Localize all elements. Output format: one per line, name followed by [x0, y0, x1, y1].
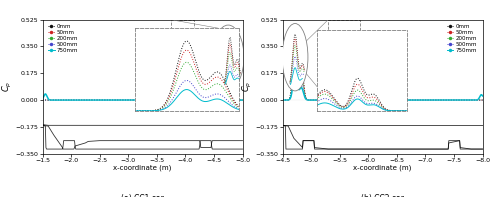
0mm: [40, 99, 46, 101]
50mm: [197, 99, 203, 101]
50mm: [40, 99, 46, 101]
50mm: [240, 99, 246, 101]
Legend: 0mm, 50mm, 200mm, 500mm, 750mm: 0mm, 50mm, 200mm, 500mm, 750mm: [48, 24, 79, 53]
50mm: [180, 37, 186, 40]
Line: 500mm: 500mm: [42, 69, 242, 100]
750mm: [40, 98, 46, 100]
0mm: [234, 99, 239, 101]
Line: 200mm: 200mm: [42, 51, 242, 100]
Legend: 0mm, 50mm, 200mm, 500mm, 750mm: 0mm, 50mm, 200mm, 500mm, 750mm: [446, 24, 478, 53]
500mm: [40, 99, 46, 101]
0mm: [136, 99, 142, 101]
750mm: [240, 99, 246, 101]
Ellipse shape: [212, 25, 244, 89]
50mm: [234, 99, 240, 101]
0mm: [234, 99, 240, 101]
Bar: [171, 20, 194, 100]
Y-axis label: $C_p$: $C_p$: [1, 81, 14, 92]
500mm: [132, 99, 138, 101]
200mm: [40, 99, 46, 101]
750mm: [100, 99, 106, 101]
Line: 50mm: 50mm: [42, 39, 242, 100]
X-axis label: x-coordinate (m): x-coordinate (m): [114, 164, 172, 171]
500mm: [197, 99, 203, 101]
0mm: [50, 99, 56, 101]
200mm: [180, 50, 186, 52]
0mm: [240, 99, 246, 101]
Y-axis label: $C_p$: $C_p$: [241, 81, 254, 92]
Ellipse shape: [282, 23, 308, 91]
500mm: [234, 99, 239, 101]
200mm: [240, 99, 246, 101]
0mm: [132, 99, 138, 101]
500mm: [234, 99, 240, 101]
0mm: [197, 99, 203, 101]
500mm: [240, 99, 246, 101]
200mm: [132, 99, 138, 101]
0mm: [180, 28, 186, 31]
X-axis label: x-coordinate (m): x-coordinate (m): [354, 164, 412, 171]
50mm: [136, 99, 142, 101]
500mm: [50, 99, 56, 101]
50mm: [50, 99, 56, 101]
50mm: [234, 99, 239, 101]
750mm: [180, 77, 186, 80]
200mm: [50, 99, 56, 101]
Line: 750mm: 750mm: [42, 79, 242, 100]
Text: (b) CC2 car: (b) CC2 car: [361, 194, 404, 197]
750mm: [50, 99, 56, 101]
50mm: [132, 99, 138, 101]
500mm: [180, 68, 186, 71]
500mm: [136, 99, 142, 101]
750mm: [132, 99, 138, 101]
200mm: [234, 99, 240, 101]
750mm: [137, 99, 143, 101]
750mm: [234, 99, 240, 101]
750mm: [234, 99, 240, 101]
Text: (a) CC1 car: (a) CC1 car: [121, 194, 164, 197]
Line: 0mm: 0mm: [42, 29, 242, 100]
200mm: [197, 99, 203, 101]
Bar: [328, 20, 360, 100]
750mm: [197, 99, 203, 101]
200mm: [136, 99, 142, 101]
200mm: [234, 99, 239, 101]
